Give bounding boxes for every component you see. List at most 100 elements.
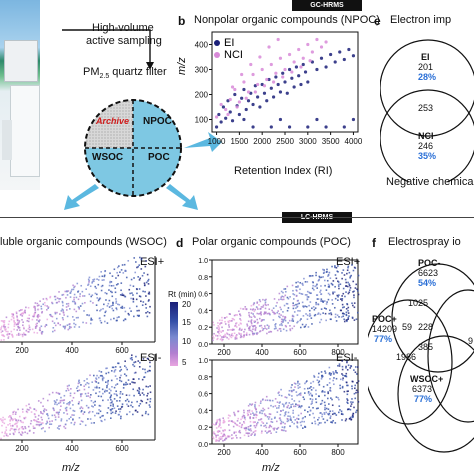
data-point — [21, 315, 24, 317]
data-point — [11, 427, 13, 430]
data-point — [40, 332, 43, 334]
data-point — [17, 332, 20, 335]
data-point — [327, 275, 329, 277]
data-point — [110, 398, 112, 401]
x-tick-label: 2500 — [276, 137, 294, 146]
data-point — [240, 418, 242, 421]
quadrant-archive: Archive — [96, 116, 130, 126]
data-point — [244, 418, 247, 421]
data-point — [346, 393, 349, 396]
data-point — [122, 319, 125, 322]
data-point — [301, 62, 305, 67]
data-point — [105, 372, 107, 375]
data-point — [331, 299, 333, 301]
data-point — [276, 427, 279, 430]
data-point — [36, 420, 38, 423]
data-point — [278, 417, 281, 420]
data-point — [59, 399, 62, 402]
data-point — [219, 322, 221, 325]
data-point — [330, 397, 332, 399]
data-point — [145, 281, 148, 284]
data-point — [293, 422, 295, 425]
data-point — [228, 429, 231, 432]
data-point — [299, 326, 302, 329]
data-point — [119, 271, 121, 274]
data-point — [74, 301, 77, 304]
data-point — [319, 45, 324, 49]
data-point — [254, 325, 256, 327]
data-point — [215, 434, 217, 436]
data-point — [333, 306, 336, 309]
data-point — [317, 376, 320, 378]
data-point — [54, 324, 57, 327]
data-point — [289, 415, 291, 418]
data-point — [47, 307, 49, 310]
data-point — [339, 384, 341, 387]
data-point — [231, 329, 234, 331]
data-point — [80, 420, 83, 422]
data-point — [117, 362, 119, 365]
data-point — [245, 429, 247, 432]
data-point — [266, 312, 269, 315]
data-point — [317, 298, 320, 300]
data-point — [120, 368, 123, 371]
data-point — [235, 105, 239, 109]
data-point — [22, 332, 25, 334]
data-point — [287, 52, 292, 57]
data-point — [137, 360, 140, 362]
data-point — [42, 298, 45, 300]
data-point — [70, 422, 73, 424]
data-point — [75, 310, 78, 313]
data-point — [114, 375, 117, 377]
data-point — [4, 432, 6, 435]
data-point — [100, 308, 102, 311]
data-point — [149, 361, 151, 364]
data-point — [117, 413, 120, 416]
data-point — [334, 313, 337, 316]
data-point — [337, 295, 339, 298]
data-point — [216, 439, 218, 442]
data-point — [240, 329, 243, 331]
data-point — [94, 292, 97, 295]
data-point — [264, 307, 267, 310]
data-point — [106, 390, 108, 392]
series-nci — [214, 37, 328, 119]
data-point — [215, 440, 217, 442]
data-point — [96, 374, 98, 377]
data-point — [2, 416, 4, 419]
data-point — [341, 419, 343, 421]
data-point — [259, 412, 261, 414]
data-point — [320, 374, 323, 377]
data-point — [110, 409, 112, 412]
data-point — [334, 422, 337, 424]
data-point — [350, 365, 353, 368]
data-point — [238, 332, 240, 334]
data-point — [115, 277, 117, 279]
data-point — [27, 306, 30, 309]
data-point — [219, 436, 222, 438]
data-point — [80, 410, 83, 412]
data-point — [327, 283, 330, 286]
data-point — [296, 404, 299, 406]
data-point — [333, 412, 335, 415]
data-point — [298, 383, 301, 385]
data-point — [30, 411, 33, 413]
data-point — [250, 429, 252, 432]
data-point — [12, 316, 15, 319]
data-point — [341, 299, 343, 302]
data-point — [266, 332, 268, 335]
data-point — [293, 382, 296, 385]
data-point — [248, 327, 251, 329]
data-point — [15, 428, 17, 431]
data-point — [27, 330, 29, 333]
data-point — [336, 270, 339, 273]
data-point — [219, 418, 221, 421]
data-point — [228, 110, 232, 114]
data-point — [133, 361, 135, 364]
data-point — [116, 405, 119, 407]
data-point — [239, 307, 242, 310]
data-point — [287, 297, 290, 300]
data-point — [260, 400, 262, 403]
data-point — [324, 372, 327, 374]
data-point — [93, 280, 95, 283]
